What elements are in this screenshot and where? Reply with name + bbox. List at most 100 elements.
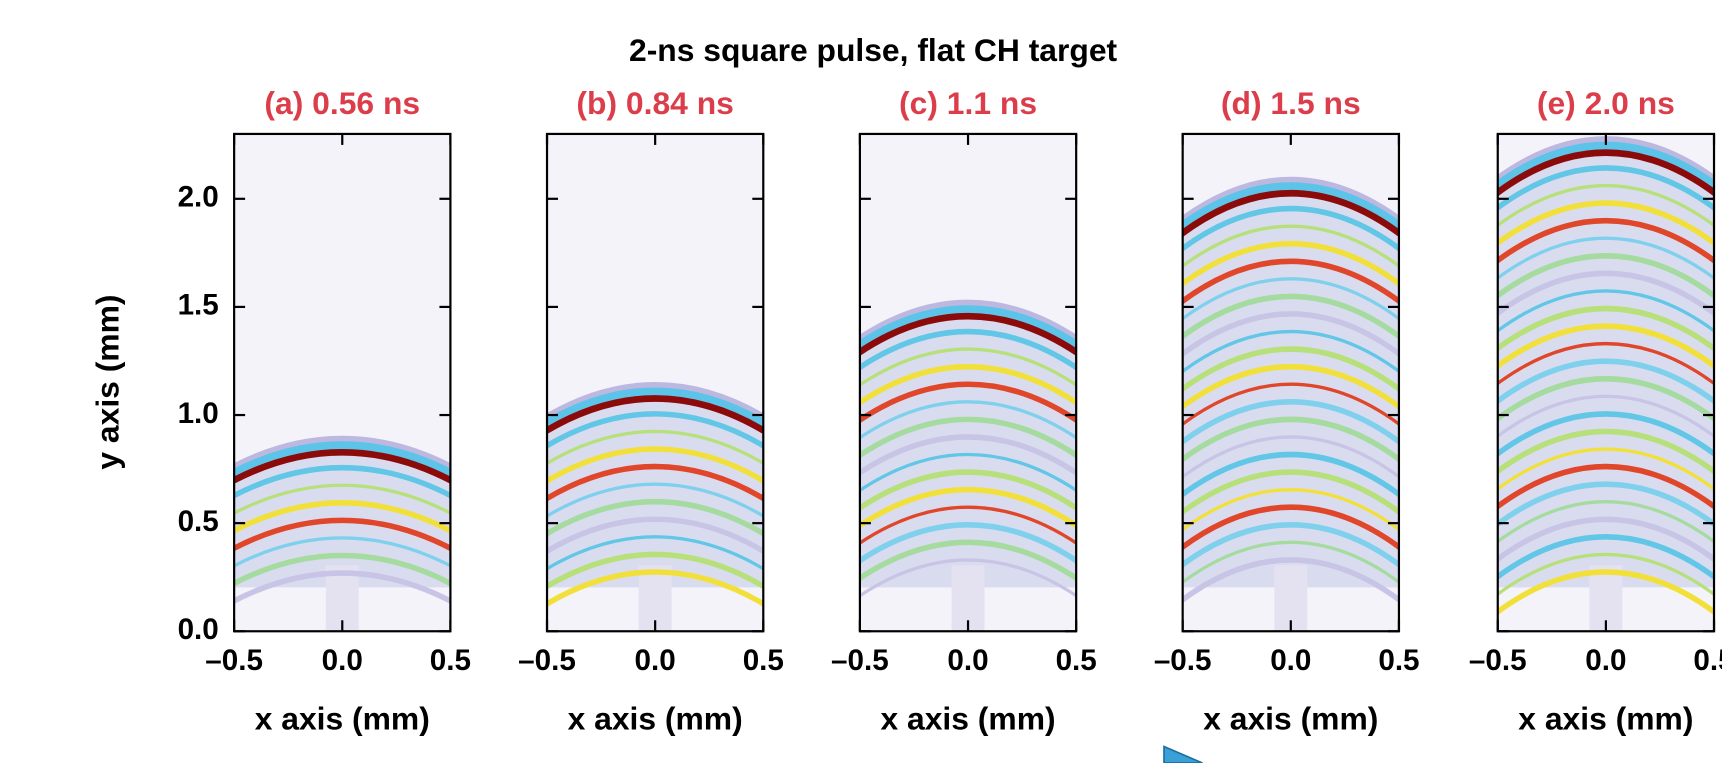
image-band: [234, 517, 451, 552]
image-band: [859, 381, 1077, 424]
image-band: [1182, 311, 1399, 358]
image-band: [1182, 416, 1399, 463]
image-band: [234, 570, 451, 605]
image-band: [1497, 394, 1715, 439]
image-band: [1497, 569, 1715, 616]
image-band: [1182, 399, 1399, 446]
cursor-arrow: [1163, 745, 1203, 763]
image-band: [547, 498, 764, 537]
x-axis-label: x axis (mm): [880, 701, 1055, 737]
image-band: [1497, 411, 1715, 458]
image-band: [1182, 540, 1399, 585]
image-band: [1182, 182, 1399, 237]
image-band: [1182, 241, 1399, 288]
image-band: [1497, 149, 1715, 197]
image-band: [1182, 205, 1399, 252]
image-region: [859, 311, 1077, 588]
x-axis-label: x axis (mm): [1518, 701, 1693, 737]
image-band: [859, 539, 1077, 582]
image-band: [1182, 258, 1399, 305]
figure-title: 2-ns square pulse, flat CH target: [629, 32, 1118, 68]
y-tick-label: 2.0: [178, 181, 219, 214]
image-band: [1497, 463, 1715, 510]
y-tick-label: 0.0: [178, 613, 219, 646]
image-band: [234, 536, 451, 568]
image-band: [1182, 190, 1399, 238]
image-band: [1497, 218, 1715, 264]
image-band: [1497, 552, 1715, 597]
image-band: [1497, 516, 1715, 563]
image-band: [1497, 270, 1715, 317]
y-tick-label: 1.5: [178, 289, 219, 322]
image-band: [1182, 557, 1399, 604]
image-band: [1182, 504, 1399, 551]
image-band: [1497, 534, 1715, 581]
image-band: [859, 487, 1077, 529]
panel-title: (e) 2.0 ns: [1537, 85, 1675, 121]
image-band: [547, 387, 764, 434]
image-band: [859, 364, 1077, 406]
panel-title: (d) 1.5 ns: [1221, 85, 1361, 121]
image-band: [547, 569, 764, 608]
image-band: [1497, 342, 1715, 386]
image-band: [234, 449, 451, 484]
image: [547, 133, 764, 632]
panel-title: (b) 0.84 ns: [576, 85, 733, 121]
image-band: [859, 347, 1077, 388]
x-tick-label: –0.5: [831, 644, 889, 677]
image: [234, 133, 451, 632]
x-tick-label: –0.5: [1154, 644, 1212, 677]
image-band: [859, 469, 1077, 512]
image-band: [1497, 200, 1715, 247]
image-band: [547, 429, 764, 466]
image-band: [859, 434, 1077, 477]
x-tick-label: 0.0: [1585, 644, 1626, 677]
image-band: [1497, 236, 1715, 281]
image-band: [547, 411, 764, 450]
image-band: [859, 505, 1077, 546]
image-band: [1182, 346, 1399, 393]
image: [1497, 133, 1715, 632]
image-band: [859, 522, 1077, 564]
y-tick-label: 1.0: [178, 397, 219, 430]
image-band: [1182, 364, 1399, 410]
y-axis-label: y axis (mm): [89, 294, 125, 469]
x-tick-label: 0.5: [1693, 644, 1722, 677]
image-band: [1497, 428, 1715, 475]
x-axis-label: x axis (mm): [568, 701, 743, 737]
x-tick-label: 0.0: [1270, 644, 1311, 677]
image-band: [1497, 447, 1715, 491]
image-band: [1182, 435, 1399, 479]
panel-title: (a) 0.56 ns: [264, 85, 420, 121]
image-band: [1497, 358, 1715, 405]
x-tick-label: 0.0: [635, 644, 676, 677]
image-band: [1497, 289, 1715, 333]
x-tick-label: 0.5: [1056, 644, 1097, 677]
image-band: [547, 535, 764, 571]
image-band: [1182, 451, 1399, 498]
x-tick-label: 0.5: [743, 644, 784, 677]
image-band: [859, 452, 1077, 493]
image-band: [1497, 184, 1715, 228]
panel-title: (c) 1.1 ns: [899, 85, 1037, 121]
image-band: [1497, 500, 1715, 544]
image-band: [547, 395, 764, 435]
image-band: [1182, 293, 1399, 340]
image-band: [1497, 165, 1715, 212]
x-tick-label: –0.5: [1469, 644, 1527, 677]
image-band: [1497, 481, 1715, 528]
x-axis-label: x axis (mm): [255, 701, 430, 737]
image-region: [547, 394, 764, 588]
image-band: [859, 313, 1077, 357]
image-band: [1182, 382, 1399, 427]
image-band: [859, 328, 1077, 371]
image-band: [234, 483, 451, 516]
image-band: [547, 463, 764, 502]
image-band: [1497, 253, 1715, 300]
image-band: [859, 558, 1077, 598]
image-band: [1497, 141, 1715, 197]
x-tick-label: 0.5: [1378, 644, 1419, 677]
image-band: [547, 516, 764, 555]
image-band: [1182, 330, 1399, 374]
